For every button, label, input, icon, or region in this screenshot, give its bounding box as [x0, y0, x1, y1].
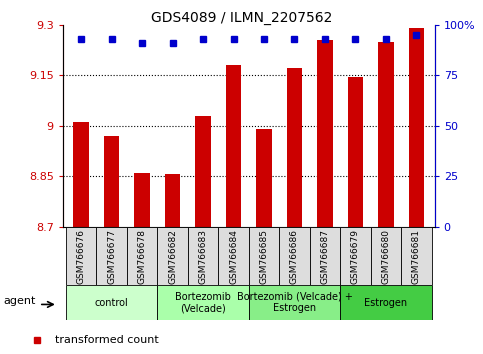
Text: agent: agent	[3, 296, 36, 306]
Bar	[66, 285, 157, 320]
Bar	[66, 227, 96, 285]
Bar	[218, 227, 249, 285]
Text: GSM766682: GSM766682	[168, 229, 177, 284]
Bar	[165, 175, 180, 227]
Bar	[401, 227, 432, 285]
Text: GSM766679: GSM766679	[351, 229, 360, 285]
Bar	[157, 285, 249, 320]
Bar	[127, 227, 157, 285]
Text: GSM766683: GSM766683	[199, 229, 208, 285]
Bar	[370, 227, 401, 285]
Bar	[249, 227, 279, 285]
Bar	[310, 227, 340, 285]
Text: GSM766686: GSM766686	[290, 229, 299, 285]
Bar	[96, 227, 127, 285]
Text: transformed count: transformed count	[55, 335, 158, 345]
Text: GSM766676: GSM766676	[77, 229, 85, 285]
Text: Bortezomib
(Velcade): Bortezomib (Velcade)	[175, 292, 231, 314]
Bar	[340, 285, 432, 320]
Text: Bortezomib (Velcade) +
Estrogen: Bortezomib (Velcade) + Estrogen	[237, 292, 353, 314]
Text: Estrogen: Estrogen	[364, 298, 408, 308]
Text: GDS4089 / ILMN_2207562: GDS4089 / ILMN_2207562	[151, 11, 332, 25]
Bar	[104, 136, 119, 227]
Bar	[196, 115, 211, 227]
Bar	[287, 68, 302, 227]
Text: GSM766680: GSM766680	[382, 229, 390, 285]
Text: GSM766685: GSM766685	[259, 229, 269, 285]
Bar	[134, 173, 150, 227]
Bar	[348, 77, 363, 227]
Text: control: control	[95, 298, 128, 308]
Bar	[279, 227, 310, 285]
Text: GSM766677: GSM766677	[107, 229, 116, 285]
Bar	[409, 28, 424, 227]
Text: GSM766678: GSM766678	[138, 229, 146, 285]
Bar	[73, 122, 89, 227]
Bar	[256, 129, 271, 227]
Bar	[226, 65, 241, 227]
Bar	[188, 227, 218, 285]
Text: GSM766684: GSM766684	[229, 229, 238, 284]
Bar	[157, 227, 188, 285]
Bar	[249, 285, 340, 320]
Bar	[317, 40, 333, 227]
Text: GSM766687: GSM766687	[320, 229, 329, 285]
Bar	[340, 227, 370, 285]
Bar	[378, 41, 394, 227]
Text: GSM766681: GSM766681	[412, 229, 421, 285]
